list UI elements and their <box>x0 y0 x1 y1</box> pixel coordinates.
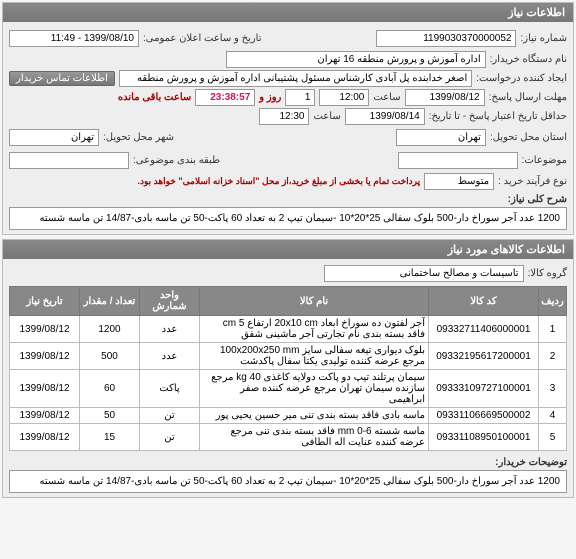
deadline-label: مهلت ارسال پاسخ: <box>489 92 567 103</box>
deadline-date-field: 1399/08/12 <box>405 89 485 106</box>
deliver-city-label: شهر محل تحویل: <box>103 132 174 143</box>
overall-desc: 1200 عدد آجر سوراخ دار-500 بلوک سفالی 25… <box>9 207 567 230</box>
need-no-label: شماره نیاز: <box>520 33 567 44</box>
remaining-days-label: روز و <box>259 92 281 103</box>
table-cell: 500 <box>80 343 140 370</box>
validity-time-field: 12:30 <box>259 108 309 125</box>
table-cell: ماسه شسته 6-0 mm فاقد بسته بندی تنی مرجع… <box>200 424 429 451</box>
need-info-header: اطلاعات نیاز <box>3 3 573 22</box>
table-header-row: ردیف کد کالا نام کالا واحد شمارش تعداد /… <box>10 287 567 316</box>
table-cell: 09331106669500002 <box>429 408 539 424</box>
table-cell: بلوک دیواری تیغه سفالی سایز 100x200x250 … <box>200 343 429 370</box>
attach-label: موضوعات: <box>522 155 567 166</box>
table-cell: 1399/08/12 <box>10 343 80 370</box>
announce-field: 1399/08/10 - 11:49 <box>9 30 139 47</box>
table-cell: سیمان پرتلند تیپ دو پاکت دولایه کاغذی 40… <box>200 370 429 408</box>
remaining-days-field: 1 <box>285 89 315 106</box>
remaining-label: ساعت باقی مانده <box>118 92 191 103</box>
table-cell: 1 <box>539 316 567 343</box>
table-cell: 09332711406000001 <box>429 316 539 343</box>
overall-label: شرح کلی نیاز: <box>508 194 567 205</box>
table-row: 209332195617200001بلوک دیواری تیغه سفالی… <box>10 343 567 370</box>
col-index: ردیف <box>539 287 567 316</box>
col-unit: واحد شمارش <box>140 287 200 316</box>
org-field: اداره آموزش و پرورش منطقه 16 تهران <box>226 51 486 68</box>
table-cell: آجر لفتون ده سوراخ ابعاد 20x10 cm ارتفاع… <box>200 316 429 343</box>
items-header: اطلاعات کالاهای مورد نیاز <box>3 240 573 259</box>
org-label: نام دستگاه خریدار: <box>490 54 567 65</box>
table-cell: عدد <box>140 316 200 343</box>
group-label: گروه کالا: <box>528 268 567 279</box>
budget-field: متوسط <box>424 173 494 190</box>
table-cell: 1399/08/12 <box>10 370 80 408</box>
creator-field: اصغر خدابنده پل آبادی کارشناس مسئول پشتی… <box>119 70 472 87</box>
table-row: 509331108950100001ماسه شسته 6-0 mm فاقد … <box>10 424 567 451</box>
table-cell: 2 <box>539 343 567 370</box>
table-cell: تن <box>140 408 200 424</box>
table-cell: 09333109727100001 <box>429 370 539 408</box>
table-cell: 1399/08/12 <box>10 316 80 343</box>
budget-label: نوع فرآیند خرید : <box>498 176 567 187</box>
col-code: کد کالا <box>429 287 539 316</box>
col-name: نام کالا <box>200 287 429 316</box>
deliver-city-field: تهران <box>9 129 99 146</box>
table-cell: پاکت <box>140 370 200 408</box>
need-no-field: 1199030370000052 <box>376 30 516 47</box>
table-cell: 09331108950100001 <box>429 424 539 451</box>
table-cell: 15 <box>80 424 140 451</box>
creator-label: ایجاد کننده درخواست: <box>476 73 567 84</box>
deliver-state-label: استان محل تحویل: <box>490 132 567 143</box>
table-cell: 5 <box>539 424 567 451</box>
validity-time-label: ساعت <box>313 111 340 122</box>
table-cell: 1399/08/12 <box>10 424 80 451</box>
contact-buyer-button[interactable]: اطلاعات تماس خریدار <box>9 71 115 86</box>
table-cell: 1200 <box>80 316 140 343</box>
buyer-notes-label: توضیحات خریدار: <box>495 457 567 468</box>
col-date: تاریخ نیاز <box>10 287 80 316</box>
col-qty: تعداد / مقدار <box>80 287 140 316</box>
deadline-time-field: 12:00 <box>319 89 369 106</box>
buyer-notes: 1200 عدد آجر سوراخ دار-500 بلوک سفالی 25… <box>9 470 567 493</box>
table-cell: عدد <box>140 343 200 370</box>
table-row: 109332711406000001آجر لفتون ده سوراخ ابع… <box>10 316 567 343</box>
attach-field <box>398 152 518 169</box>
budget-note: پرداخت تمام یا بخشی از مبلغ خرید،از محل … <box>138 176 421 187</box>
validity-date-field: 1399/08/14 <box>345 108 425 125</box>
table-cell: 1399/08/12 <box>10 408 80 424</box>
group-field: تاسیسات و مصالح ساختمانی <box>324 265 524 282</box>
need-info-body: شماره نیاز: 1199030370000052 تاریخ و ساع… <box>3 22 573 234</box>
announce-label: تاریخ و ساعت اعلان عمومی: <box>143 33 262 44</box>
table-row: 409331106669500002ماسه بادی فاقد بسته بن… <box>10 408 567 424</box>
table-cell: تن <box>140 424 200 451</box>
packaging-field <box>9 152 129 169</box>
items-body: گروه کالا: تاسیسات و مصالح ساختمانی ردیف… <box>3 259 573 497</box>
table-cell: 09332195617200001 <box>429 343 539 370</box>
table-cell: ماسه بادی فاقد بسته بندی تنی میر حسین یح… <box>200 408 429 424</box>
table-cell: 3 <box>539 370 567 408</box>
table-row: 309333109727100001سیمان پرتلند تیپ دو پا… <box>10 370 567 408</box>
deliver-state-field: تهران <box>396 129 486 146</box>
deadline-time-label: ساعت <box>373 92 400 103</box>
packaging-label: طبقه بندی موضوعی: <box>133 155 220 166</box>
table-cell: 60 <box>80 370 140 408</box>
validity-label: حداقل تاریخ اعتبار پاسخ - تا تاریخ: <box>429 111 567 122</box>
need-info-panel: اطلاعات نیاز شماره نیاز: 119903037000005… <box>2 2 574 235</box>
table-cell: 4 <box>539 408 567 424</box>
items-table: ردیف کد کالا نام کالا واحد شمارش تعداد /… <box>9 286 567 451</box>
items-panel: اطلاعات کالاهای مورد نیاز گروه کالا: تاس… <box>2 239 574 498</box>
table-cell: 50 <box>80 408 140 424</box>
countdown-field: 23:38:57 <box>195 89 255 106</box>
